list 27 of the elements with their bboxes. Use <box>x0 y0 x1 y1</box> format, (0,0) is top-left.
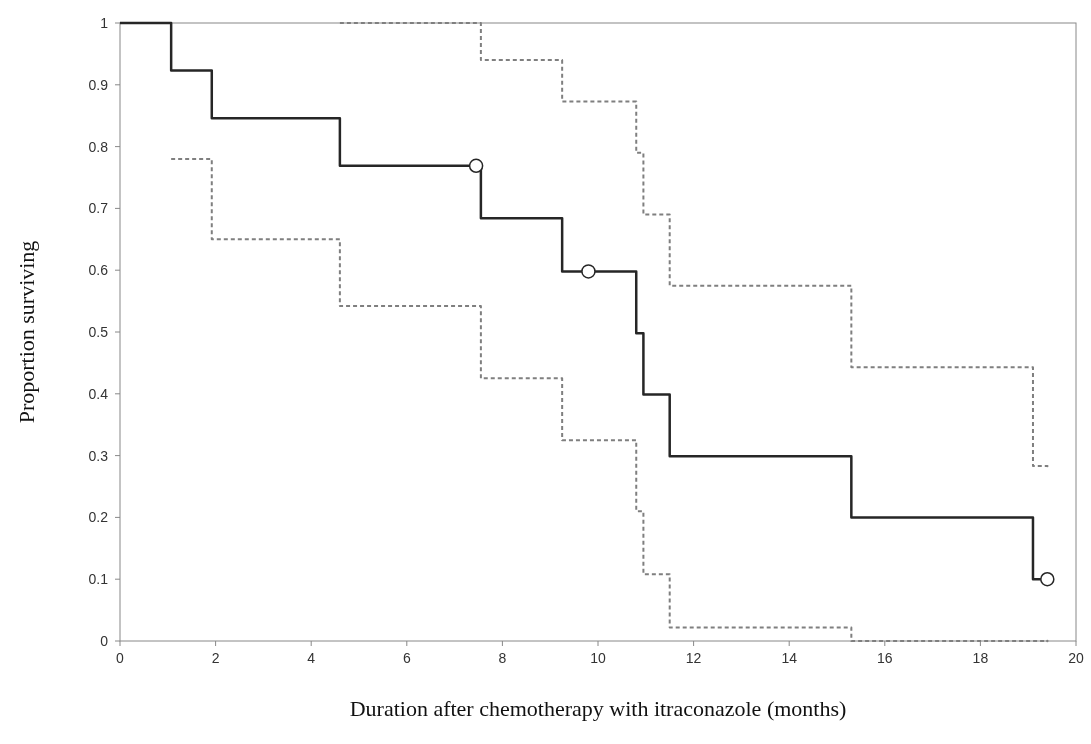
y-tick-label: 0.1 <box>88 571 109 588</box>
x-tick-label: 0 <box>116 650 125 666</box>
y-tick-label: 0 <box>100 633 109 649</box>
x-tick-label: 6 <box>402 650 411 666</box>
y-tick-label: 0.6 <box>88 262 109 279</box>
y-tick-label: 0.8 <box>88 138 109 155</box>
x-tick-label: 4 <box>307 650 316 666</box>
x-tick-label: 2 <box>211 650 220 666</box>
y-tick-label: 0.5 <box>88 324 109 340</box>
x-tick-label: 14 <box>781 650 798 666</box>
y-tick-label: 0.3 <box>88 447 109 464</box>
y-tick-label: 0.4 <box>88 385 109 402</box>
y-tick-label: 0.9 <box>88 76 109 93</box>
x-tick-label: 10 <box>590 650 606 666</box>
x-tick-label: 8 <box>498 650 507 666</box>
x-tick-label: 16 <box>877 650 893 666</box>
x-tick-label: 20 <box>1068 650 1084 666</box>
x-tick-label: 18 <box>972 650 989 666</box>
point <box>1040 571 1055 587</box>
y-tick-label: 1 <box>100 15 109 31</box>
x-axis-title: Duration after chemotherapy with itraconazole (months) <box>349 696 847 721</box>
point <box>468 158 484 174</box>
point <box>581 264 596 279</box>
y-tick-label: 0.7 <box>88 200 109 217</box>
y-axis-title: Proportion surviving <box>14 240 39 424</box>
y-tick-label: 0.2 <box>88 509 109 526</box>
x-tick-label: 12 <box>685 650 702 666</box>
